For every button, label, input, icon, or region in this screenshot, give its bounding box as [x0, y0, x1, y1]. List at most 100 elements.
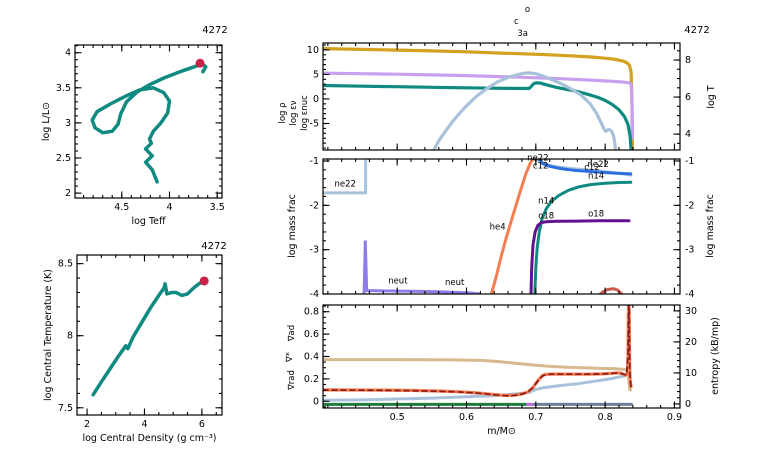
curve-legend-lognuc: log εnuc [300, 95, 310, 131]
hr-diagram-panel-x-axis-label: log Teff [131, 216, 166, 227]
hr-diagram-panel-x-tick-label: 4 [166, 202, 172, 213]
curve-legend-log: log εν [289, 100, 299, 125]
hr-diagram-panel-y-tick-label: 4 [65, 48, 71, 59]
series-label-ne22: ne22 [334, 180, 355, 190]
central-trho-panel-x-axis-label: log Central Density (g cm⁻³) [82, 433, 216, 444]
curve-legend-ad: ∇ad [287, 325, 297, 342]
gradient-entropy-panel-y-tick-label: 0.4 [304, 352, 319, 363]
series-evolution-track [90, 62, 208, 184]
series-label-o18: o18 [588, 209, 604, 219]
hr-diagram-panel-x-tick-label: 4.5 [114, 202, 129, 213]
gradient-entropy-panel-y-tick-label: 0 [313, 396, 319, 407]
series-n14 [533, 180, 633, 294]
gradient-entropy-panel-x-tick-label: 0.5 [390, 412, 405, 423]
abundance-panel-right-tick-label: -3 [685, 245, 694, 256]
gradient-entropy-panel-right-tick-label: 30 [685, 306, 697, 317]
abundance-panel-frame [322, 158, 681, 295]
gradient-entropy-panel-y-tick-label: 0.8 [304, 307, 319, 318]
central-trho-panel-x-tick-label: 6 [199, 419, 205, 430]
hr-diagram-panel-y-tick-label: 2 [65, 188, 71, 199]
gradient-entropy-panel-x-tick-label: 0.8 [598, 412, 613, 423]
central-trho-panel-frame [76, 254, 223, 416]
series-ne22-core [323, 159, 368, 195]
power-profile-panel-right-tick-label: 8 [685, 55, 691, 66]
gradient-entropy-panel-right-axis-label: entropy (kB/mp) [710, 317, 721, 395]
central-trho-panel-y-tick-label: 8 [67, 331, 73, 342]
current-model-point [199, 276, 209, 286]
power-profile-panel-y-tick-label: -5 [310, 118, 319, 129]
hr-diagram-panel-y-tick-label: 3.5 [56, 83, 71, 94]
central-trho-panel: 2 4 6 log Central Density (g cm⁻³) 7.5 8 8.5 lo… [43, 241, 227, 444]
power-profile-panel-y-tick-label: 0 [313, 94, 319, 105]
gradient-entropy-panel-y-tick-label: 0.6 [304, 329, 319, 340]
series-label-n14: n14 [538, 197, 554, 207]
power-profile-panel: -5 0 5 10 4 6 8 log T log ρ log εν log εnuc oc 3a 427… [278, 5, 717, 151]
central-trho-panel-y-axis-label: log Central Temperature (K) [43, 269, 54, 401]
power-profile-panel-right-tick-label: 6 [685, 92, 691, 103]
series-log-eps-nuc [432, 71, 618, 150]
abundance-panel-right-tick-label: -1 [685, 156, 694, 167]
central-trho-panel-x-tick-label: 2 [84, 419, 90, 430]
abundance-panel-right-tick-label: -4 [685, 289, 694, 300]
series-log-eps-nu [323, 81, 633, 150]
gradient-entropy-panel-y-tick-label: 0.2 [304, 374, 319, 385]
power-profile-panel-y-tick-label: 5 [313, 69, 319, 80]
hr-diagram-panel-y-tick-label: 2.5 [56, 153, 71, 164]
series-c12 [538, 159, 633, 176]
hr-diagram-panel-x-tick-label: 3.5 [210, 202, 225, 213]
central-trho-panel-x-tick-label: 4 [141, 419, 147, 430]
gradient-entropy-panel-right-tick-label: 0 [685, 399, 691, 410]
abundance-panel-y-tick-label: -2 [310, 200, 319, 211]
hr-diagram-panel-frame [74, 44, 223, 199]
central-trho-panel-title: 4272 [201, 241, 226, 252]
abundance-panel-y-tick-label: -4 [310, 289, 319, 300]
series-label-neut: neut [445, 278, 465, 288]
power-profile-panel-frame [322, 42, 681, 151]
gradient-entropy-panel: 0.5 0.6 0.7 0.8 0.9 m/M⊙ 0 0.2 0.4 0.6 0.8 0 10 20 30 e… [285, 304, 721, 437]
power-profile-panel-right-axis-label: log T [706, 85, 717, 109]
abundance-panel-y-axis-label: log mass frac [287, 194, 298, 258]
series-label-ne22: ne22 [527, 154, 548, 164]
series-label-c12: c12 [533, 162, 549, 172]
abundance-panel-right-axis-label: log mass frac [705, 194, 716, 258]
series-label-he4: he4 [490, 222, 506, 232]
gradient-entropy-panel-x-tick-label: 0.9 [667, 412, 682, 423]
series-log-T [323, 46, 635, 150]
power-profile-panel-y-tick-label: 10 [307, 45, 319, 56]
series-central-conditions-track [91, 279, 206, 397]
power-profile-panel-title: 4272 [684, 25, 709, 36]
abundance-panel: -4 -3 -2 -1 log mass frac -4 -3 -2 -1 log mass fr… [287, 154, 716, 300]
central-trho-panel-y-tick-label: 7.5 [58, 403, 73, 414]
central-trho-panel-y-tick-label: 8.5 [58, 259, 73, 270]
series-label-neut: neut [388, 276, 408, 286]
hr-diagram-panel-title: 4272 [202, 25, 227, 36]
series-o18 [529, 219, 631, 294]
series-label-c12: c12 [584, 163, 600, 173]
power-profile-panel-right-tick-label: 4 [685, 129, 691, 140]
abundance-panel-y-tick-label: -3 [310, 245, 319, 256]
hr-diagram-panel-y-axis-label: log L/L⊙ [41, 102, 52, 141]
gradient-entropy-panel-right-tick-label: 20 [685, 337, 697, 348]
current-model-point [195, 58, 205, 68]
burn-zone-label-3a: 3a [517, 29, 528, 39]
burn-zone-label-o: o [525, 5, 530, 15]
curve-legend-rad: ∇rad [287, 370, 297, 391]
abundance-panel-right-tick-label: -2 [685, 200, 694, 211]
series-grad-T [323, 305, 632, 397]
series-log-rho [323, 71, 635, 140]
hr-diagram-panel: 4.5 4 3.5 log Teff 2 2.5 3 3.5 4 log L/L⊙ 4272 [41, 25, 228, 227]
series-he4 [489, 159, 536, 294]
burn-zone-label-c: c [514, 17, 519, 27]
curve-legend-log: log ρ [278, 102, 288, 123]
gradient-entropy-panel-x-axis-label: m/M⊙ [487, 426, 516, 437]
gradient-entropy-panel-right-tick-label: 10 [685, 368, 697, 379]
series-label-ne22: ne22 [587, 160, 608, 170]
series-label-o18: o18 [538, 212, 554, 222]
gradient-entropy-panel-x-tick-label: 0.6 [459, 412, 474, 423]
curve-legend-: ∇* [285, 352, 295, 363]
series-label-n14: n14 [588, 172, 604, 182]
hr-diagram-panel-y-tick-label: 3 [65, 118, 71, 129]
gradient-entropy-panel-x-tick-label: 0.7 [528, 412, 543, 423]
